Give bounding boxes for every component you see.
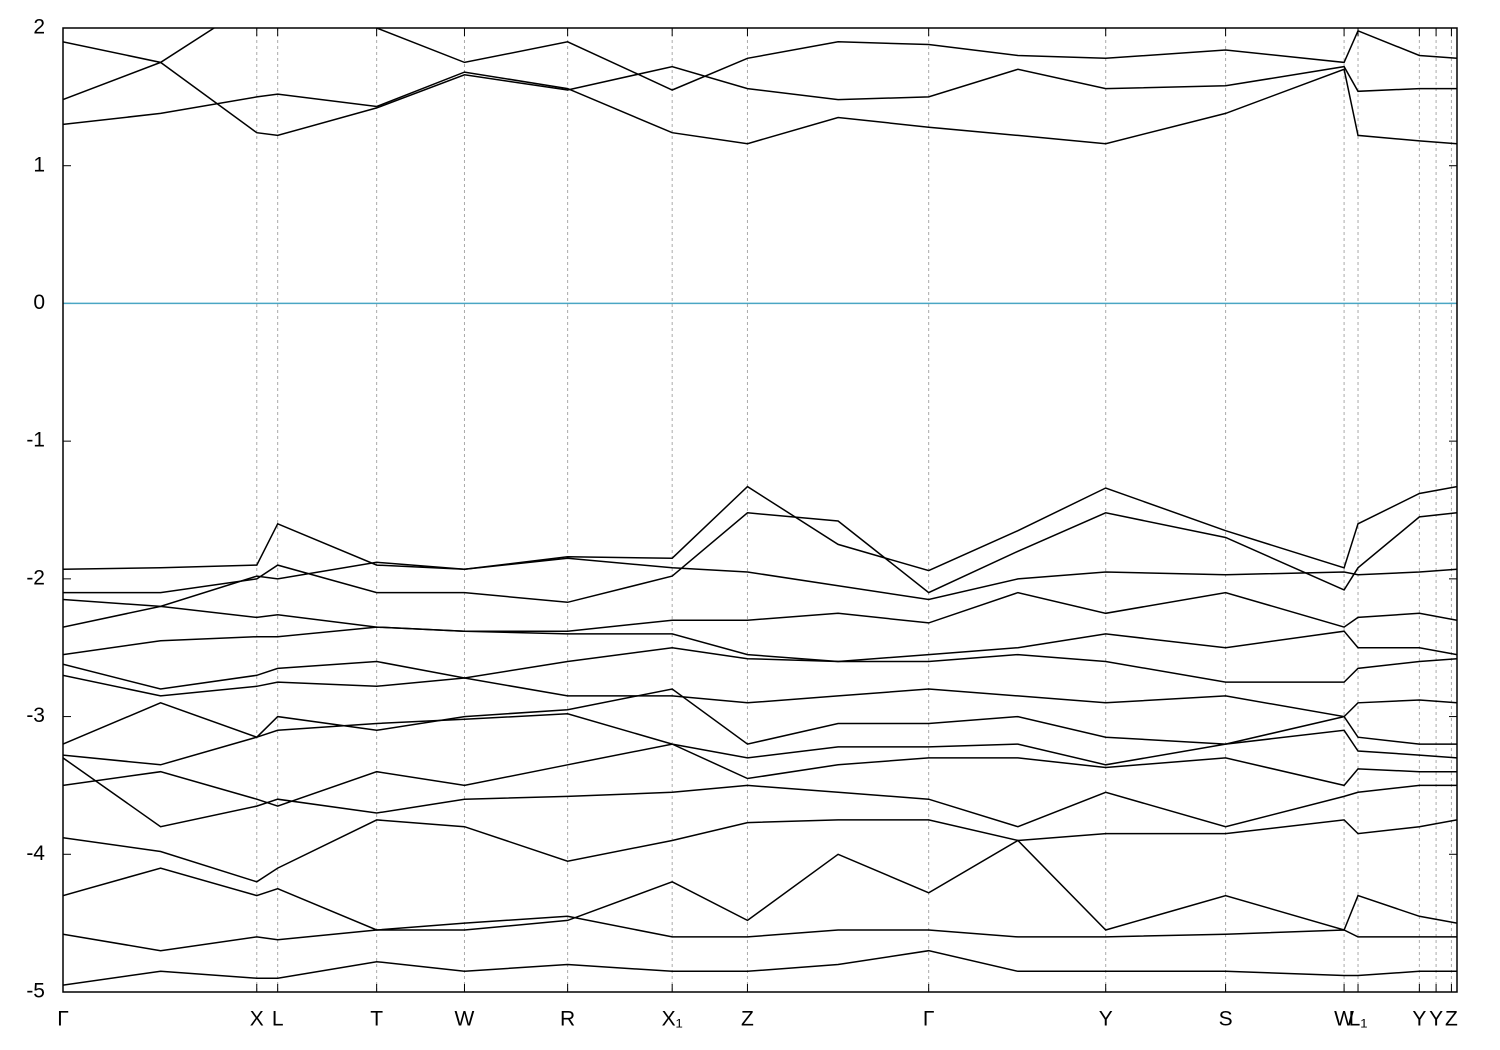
- band-line: [63, 949, 1457, 986]
- band-line: [63, 512, 1457, 604]
- x-tick-label: Z: [1445, 1008, 1458, 1031]
- x-tick-label: Z: [741, 1008, 754, 1031]
- band-line: [63, 557, 1457, 608]
- y-tick-label: 0: [33, 291, 45, 314]
- y-tick-label: -3: [26, 704, 45, 727]
- x-tick-label: L: [272, 1008, 284, 1031]
- plot-frame: [62, 27, 1458, 993]
- y-tick-label: -5: [26, 980, 45, 1003]
- x-tick-label: Γ: [923, 1008, 935, 1031]
- band-line: [63, 646, 1457, 690]
- x-tick-label: S: [1219, 1008, 1233, 1031]
- y-tick-label: -1: [26, 429, 45, 452]
- x-tick-label: Y: [1412, 1008, 1426, 1031]
- y-tick-label: 2: [33, 16, 45, 39]
- x-tick-label: Y: [1099, 1008, 1113, 1031]
- band-line: [63, 485, 1457, 572]
- band-line: [63, 688, 1457, 745]
- x-tick-label: T: [370, 1008, 383, 1031]
- band-line: [63, 591, 1457, 632]
- y-tick-label: 1: [33, 153, 45, 176]
- band-line: [63, 674, 1457, 718]
- band-line: [63, 28, 1457, 91]
- band-line: [63, 819, 1457, 883]
- band-line: [63, 743, 1457, 807]
- y-tick-label: -4: [26, 842, 45, 865]
- band-line: [63, 915, 1457, 952]
- band-line: [63, 757, 1457, 828]
- y-tick-label: -2: [26, 566, 45, 589]
- x-tick-label: X₁: [662, 1008, 683, 1031]
- x-tick-label: X: [250, 1008, 264, 1031]
- x-tick-label: W: [1334, 1008, 1354, 1031]
- x-tick-label: W: [455, 1008, 475, 1031]
- band-line: [63, 68, 1457, 145]
- band-line: [63, 713, 1457, 766]
- x-tick-label: Y: [1429, 1008, 1443, 1031]
- band-line: [63, 61, 1457, 137]
- x-tick-label: L₁: [1349, 1008, 1368, 1031]
- x-tick-label: Γ: [57, 1008, 69, 1031]
- x-tick-label: R: [560, 1008, 575, 1031]
- band-line: [63, 839, 1457, 931]
- band-line: [63, 626, 1457, 663]
